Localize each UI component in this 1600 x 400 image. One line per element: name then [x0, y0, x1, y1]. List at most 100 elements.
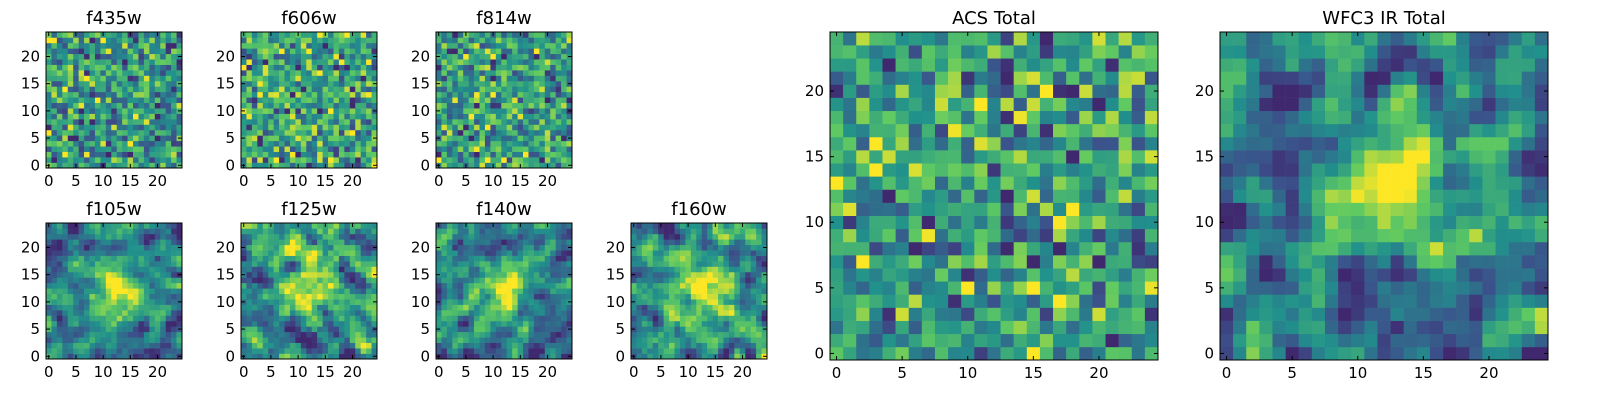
heatmap-cell	[961, 228, 975, 243]
heatmap-cell	[100, 239, 107, 246]
heatmap-cell	[317, 97, 323, 104]
heatmap-cell	[484, 102, 491, 109]
heatmap-cell	[89, 151, 96, 158]
heatmap-cell	[490, 140, 497, 147]
heatmap-cell	[1013, 215, 1028, 230]
heatmap-cell	[647, 266, 654, 273]
x-tick-label: 15	[511, 363, 530, 381]
heatmap-cell	[338, 86, 345, 93]
heatmap-cell	[349, 59, 356, 65]
heatmap-cell	[78, 119, 85, 125]
heatmap-cell	[1039, 163, 1054, 177]
heatmap-cell	[517, 129, 524, 136]
x-tick-label: 20	[538, 172, 557, 190]
heatmap-cell	[317, 271, 323, 278]
heatmap-cell	[360, 113, 367, 120]
heatmap-cell	[133, 70, 139, 76]
heatmap-cell	[116, 75, 123, 82]
heatmap-cell	[501, 288, 508, 295]
heatmap-cell	[712, 271, 719, 278]
heatmap-cell	[934, 189, 949, 203]
heatmap-cell	[658, 320, 664, 327]
heatmap-cell	[73, 129, 79, 136]
heatmap-cell	[171, 135, 177, 142]
heatmap-cell	[1053, 215, 1067, 230]
heatmap-cell	[1092, 241, 1106, 256]
heatmap-cell	[355, 162, 361, 169]
heatmap-cell	[484, 304, 491, 311]
heatmap-cell	[333, 91, 340, 98]
heatmap-cell	[338, 353, 345, 360]
heatmap-cell	[468, 48, 475, 55]
heatmap-cell	[647, 315, 654, 322]
heatmap-cell	[289, 337, 296, 343]
heatmap-cell	[490, 288, 497, 295]
heatmap-cell	[306, 37, 313, 44]
heatmap-cell	[701, 261, 708, 267]
heatmap-cell	[712, 337, 719, 343]
heatmap-cell	[948, 176, 962, 190]
heatmap-cell	[51, 37, 58, 44]
heatmap-cell	[441, 282, 448, 289]
heatmap-cell	[490, 113, 497, 120]
heatmap-cell	[436, 157, 442, 163]
heatmap-cell	[517, 315, 524, 322]
heatmap-cell	[143, 326, 150, 333]
heatmap-cell	[728, 223, 735, 229]
heatmap-cell	[484, 299, 491, 305]
heatmap-cell	[262, 124, 269, 131]
heatmap-cell	[533, 151, 540, 158]
heatmap-cell	[262, 162, 269, 169]
heatmap-cell	[1131, 346, 1146, 361]
heatmap-cell	[750, 310, 757, 316]
y-tick-label: 10	[21, 102, 40, 120]
heatmap-cell	[1118, 215, 1133, 230]
heatmap-cell	[73, 315, 79, 322]
x-tick-label: 10	[289, 363, 308, 381]
heatmap-cell	[484, 53, 491, 60]
heatmap-cell	[501, 326, 508, 333]
heatmap-cell	[701, 304, 708, 311]
heatmap-cell	[663, 261, 670, 267]
heatmap-cell	[533, 255, 540, 262]
heatmap-cell	[1053, 333, 1067, 348]
heatmap-cell	[1092, 346, 1106, 361]
heatmap-cell	[171, 223, 177, 229]
heatmap-cell	[674, 348, 681, 354]
axes-frame	[630, 222, 768, 360]
heatmap-cell	[84, 255, 90, 262]
heatmap-cell	[262, 53, 269, 60]
heatmap-cell	[555, 37, 562, 44]
heatmap-cell	[62, 129, 69, 136]
heatmap-cell	[338, 320, 345, 327]
heatmap-cell	[143, 288, 150, 295]
heatmap-cell	[241, 331, 247, 338]
heatmap-cell	[311, 304, 318, 311]
heatmap-cell	[506, 337, 513, 343]
heatmap-cell	[84, 244, 90, 251]
heatmap-cell	[284, 282, 291, 289]
heatmap-cell	[143, 293, 150, 300]
heatmap-cell	[501, 151, 508, 158]
heatmap-cell	[51, 113, 58, 120]
heatmap-cell	[257, 304, 264, 311]
heatmap-cell	[718, 288, 724, 295]
heatmap-cell	[696, 299, 703, 305]
heatmap-cell	[1079, 215, 1093, 230]
heatmap-cell	[105, 320, 112, 327]
heatmap-cell	[133, 255, 139, 262]
heatmap-cell	[1013, 333, 1028, 348]
heatmap-cell	[566, 91, 573, 98]
heatmap-cell	[463, 228, 469, 235]
heatmap-cell	[652, 255, 659, 262]
heatmap-cell	[539, 299, 546, 305]
heatmap-cell	[1144, 268, 1159, 282]
heatmap-cell	[328, 277, 334, 284]
heatmap-cell	[366, 32, 372, 38]
heatmap-cell	[78, 353, 85, 360]
heatmap-cell	[555, 157, 562, 163]
heatmap-cell	[67, 293, 74, 300]
panel-title: f160w	[671, 199, 726, 220]
heatmap-cell	[739, 288, 746, 295]
